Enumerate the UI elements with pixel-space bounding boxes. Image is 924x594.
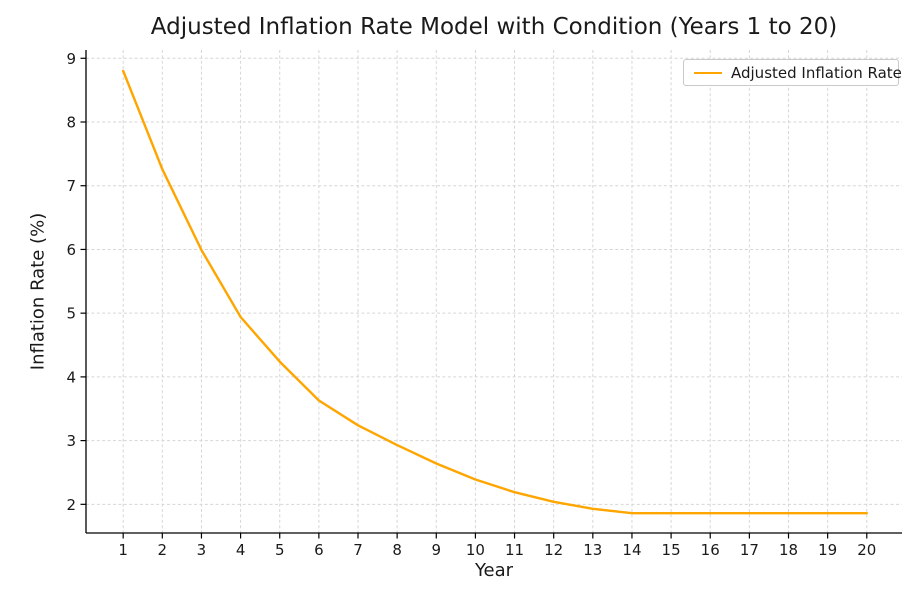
x-tick-label: 16 — [701, 541, 720, 559]
x-axis-label: Year — [474, 560, 514, 581]
x-tick-label: 5 — [275, 541, 285, 559]
x-tick-label: 6 — [314, 541, 324, 559]
y-tick-label: 9 — [66, 50, 76, 68]
x-tick-label: 20 — [857, 541, 876, 559]
legend-entry-label: Adjusted Inflation Rate — [731, 63, 902, 82]
x-tick-label: 13 — [583, 541, 602, 559]
x-tick-label: 1 — [118, 541, 128, 559]
x-tick-label: 4 — [236, 541, 246, 559]
x-tick-label: 11 — [505, 541, 524, 559]
y-tick-label: 4 — [66, 368, 76, 386]
x-tick-label: 8 — [392, 541, 402, 559]
x-tick-label: 2 — [158, 541, 168, 559]
x-tick-label: 18 — [779, 541, 798, 559]
x-tick-label: 19 — [818, 541, 837, 559]
chart-title: Adjusted Inflation Rate Model with Condi… — [150, 14, 838, 40]
legend: Adjusted Inflation Rate — [683, 59, 902, 86]
y-tick-label: 8 — [66, 114, 76, 132]
legend-line-sample-icon — [694, 71, 722, 74]
y-tick-label: 2 — [66, 496, 76, 514]
x-tick-label: 17 — [740, 541, 759, 559]
x-tick-label: 12 — [544, 541, 563, 559]
y-tick-label: 5 — [66, 305, 76, 323]
y-tick-label: 3 — [66, 432, 76, 450]
y-tick-label: 7 — [66, 177, 76, 195]
x-tick-label: 14 — [622, 541, 641, 559]
x-tick-label: 9 — [431, 541, 441, 559]
series-line-adjusted-inflation-rate — [121, 69, 868, 515]
y-tick-label: 6 — [66, 241, 76, 259]
x-tick-label: 7 — [353, 541, 363, 559]
x-tick-label: 10 — [466, 541, 485, 559]
y-axis-label: Inflation Rate (%) — [27, 212, 49, 371]
x-tick-label: 15 — [662, 541, 681, 559]
x-tick-label: 3 — [197, 541, 207, 559]
